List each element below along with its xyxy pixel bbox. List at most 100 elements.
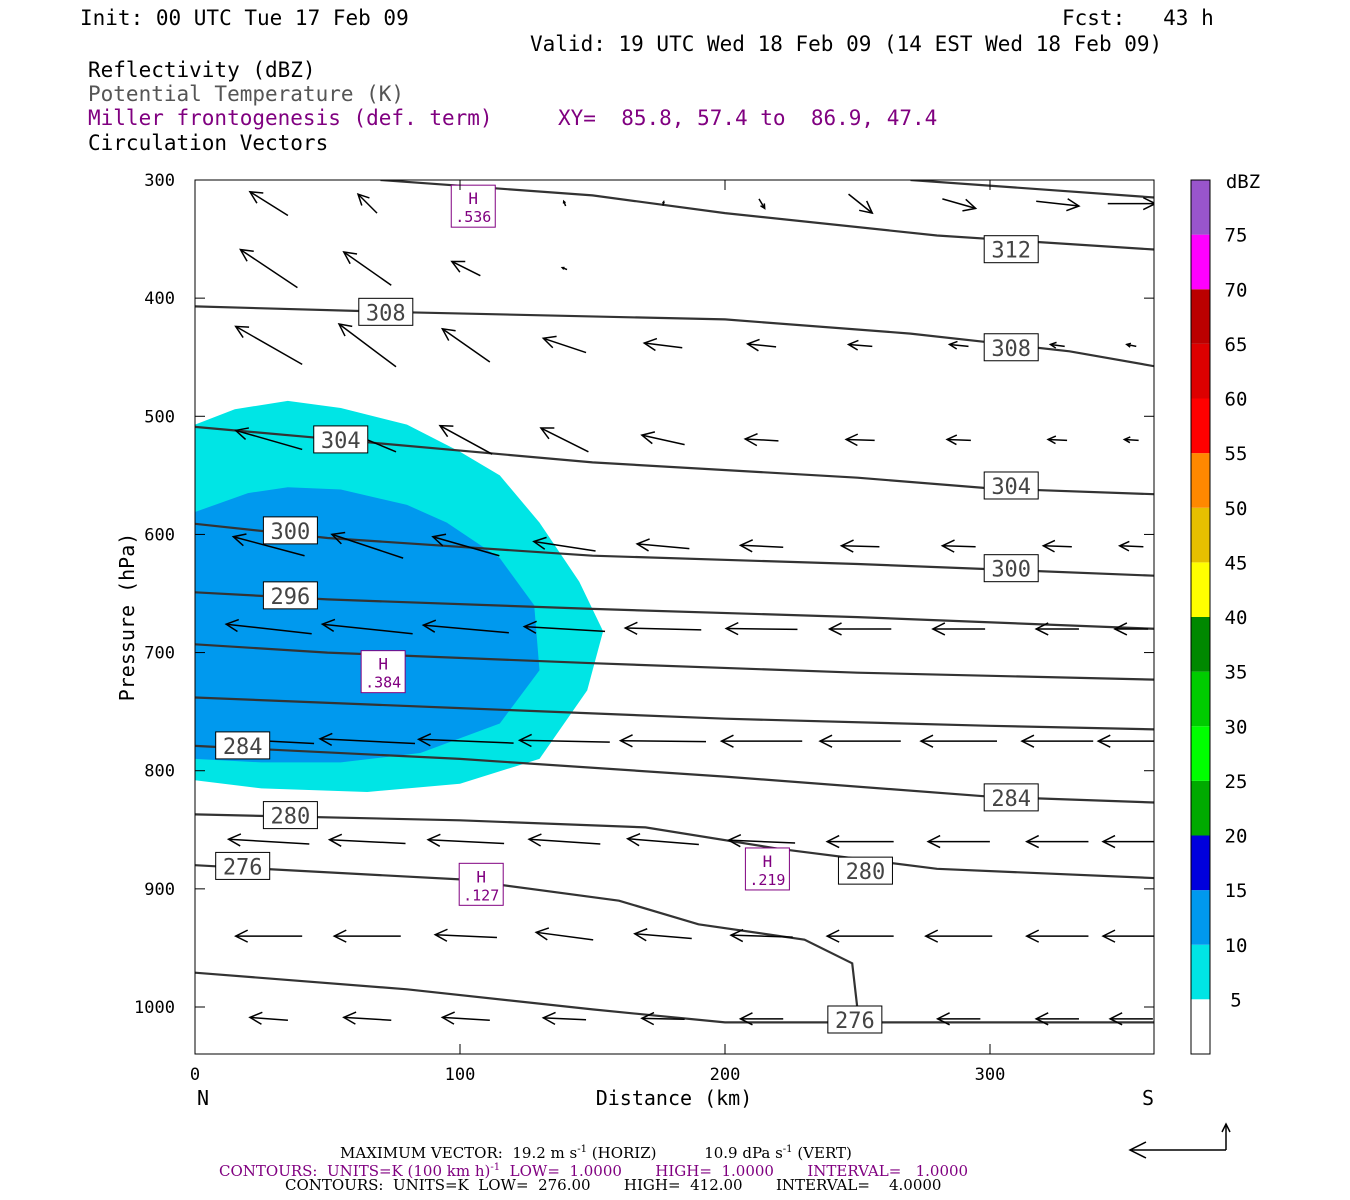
colorbar: 5 10 15 20 25 30 35 40 45 50 55 60 65 70 75 dBZ <box>1190 171 1260 1055</box>
vector-4-8 <box>1041 539 1072 553</box>
vector-2-5 <box>745 338 777 352</box>
vector-4-6 <box>839 539 880 553</box>
vector-5-0 <box>224 618 312 635</box>
vector-9-1 <box>342 1011 392 1025</box>
y-tick-label: 500 <box>144 407 175 427</box>
contour-label-text: 300 <box>271 520 311 545</box>
colorbar-cell-10 <box>1191 890 1210 945</box>
x-axis-label: Distance (km) <box>596 1086 753 1110</box>
theta-contour-288 <box>195 696 1154 731</box>
vector-4-3 <box>532 536 596 552</box>
colorbar-unit: dBZ <box>1226 171 1260 193</box>
contour-labels: 312 308 308 304 304 300 300 296 284 284 280 280 276 2… <box>215 235 1039 1034</box>
theta-contour-284 <box>195 744 1154 804</box>
vector-1-2 <box>450 260 481 277</box>
vector-4-2 <box>431 533 500 557</box>
vector-5-6 <box>827 622 892 636</box>
cross-section-endpoints: XY= 85.8, 57.4 to 86.9, 47.4 <box>558 106 938 130</box>
vector-3-3 <box>539 427 589 453</box>
vector-1-1 <box>342 251 392 286</box>
colorbar-cell-35 <box>1191 617 1210 672</box>
colorbar-label: 65 <box>1225 334 1248 356</box>
forecast-hour: Fcst: 43 h <box>1062 6 1214 30</box>
vector-3-5 <box>743 432 779 447</box>
vector-0-4 <box>662 200 665 206</box>
vector-2-8 <box>1048 341 1065 349</box>
vector-2-2 <box>440 327 491 363</box>
vector-8-8 <box>1025 929 1089 943</box>
vector-5-5 <box>724 621 798 636</box>
colorbar-label: 20 <box>1225 826 1248 848</box>
contour-label-280: 280 <box>262 801 318 830</box>
contour-label-text: 308 <box>991 337 1031 362</box>
vector-3-6 <box>844 433 875 447</box>
valid-time: Valid: 19 UTC Wed 18 Feb 09 (14 EST Wed … <box>530 32 1163 56</box>
y-tick-label: 900 <box>144 880 175 900</box>
colorbar-label: 30 <box>1225 716 1248 738</box>
vector-6-2 <box>416 733 514 747</box>
vector-7-0 <box>226 833 310 847</box>
y-axis-label: Pressure (hPa) <box>115 533 139 702</box>
contour-label-308: 308 <box>358 297 414 326</box>
colorbar-cell-bottom <box>1191 999 1210 1054</box>
vector-0-3 <box>562 199 567 207</box>
x-tick-label: 100 <box>445 1065 476 1085</box>
vector-7-8 <box>1025 834 1089 849</box>
colorbar-frame <box>1190 179 1211 1055</box>
colorbar-cell-75 <box>1191 180 1210 235</box>
vector-4-0 <box>231 533 305 557</box>
y-tick-label: 700 <box>144 644 175 664</box>
contour-label-text: 304 <box>991 475 1031 500</box>
contour-label-text: 300 <box>991 558 1031 583</box>
field-potential-temperature: Potential Temperature (K) <box>88 82 405 106</box>
circulation-vectors <box>222 190 1154 1026</box>
frontogenesis-max: H.536 <box>450 184 496 228</box>
vector-7-6 <box>825 834 894 849</box>
contour-label-304: 304 <box>313 425 369 454</box>
contour-label-304: 304 <box>983 471 1039 500</box>
vector-7-9 <box>1101 834 1154 849</box>
contour-label-text: 276 <box>223 855 263 880</box>
vector-8-1 <box>332 929 401 943</box>
colorbar-label: 55 <box>1225 443 1248 465</box>
colorbar-cell-5 <box>1191 944 1210 1000</box>
vector-6-9 <box>1096 734 1154 748</box>
vector-6-6 <box>818 734 901 748</box>
vector-5-8 <box>1034 622 1079 636</box>
theta-contour-312 <box>910 180 1154 199</box>
colorbar-cell-30 <box>1191 671 1210 727</box>
colorbar-cell-50 <box>1191 453 1210 508</box>
vector-2-4 <box>642 337 683 352</box>
vector-0-7 <box>942 198 978 212</box>
vector-0-8 <box>1036 198 1081 212</box>
vector-7-5 <box>726 834 796 848</box>
field-reflectivity: Reflectivity (dBZ) <box>88 58 316 82</box>
vector-4-9 <box>1117 540 1144 552</box>
field-circulation-vectors: Circulation Vectors <box>88 131 329 155</box>
colorbar-cell-40 <box>1191 562 1210 617</box>
vector-8-4 <box>633 928 692 942</box>
vector-2-7 <box>947 340 969 350</box>
vector-9-7 <box>935 1012 981 1026</box>
vector-8-9 <box>1101 929 1154 943</box>
vector-4-4 <box>635 538 690 552</box>
x-tick-label: 0 <box>190 1065 200 1085</box>
vector-key <box>1128 1122 1231 1159</box>
vector-0-0 <box>248 190 289 217</box>
init-time: Init: 00 UTC Tue 17 Feb 09 <box>80 6 409 30</box>
theta-contour-312 <box>380 180 1154 251</box>
vector-5-9 <box>1113 622 1149 636</box>
contour-label-text: 284 <box>991 787 1031 812</box>
vector-4-7 <box>940 539 976 553</box>
frontogenesis-max: H.127 <box>458 862 504 906</box>
colorbar-cell-60 <box>1191 343 1210 399</box>
contour-label-284: 284 <box>215 731 271 760</box>
south-label: S <box>1142 1086 1154 1110</box>
y-tick-label: 1000 <box>134 998 175 1018</box>
colorbar-label: 10 <box>1225 935 1248 957</box>
max-letter: H <box>476 867 486 886</box>
contour-label-300: 300 <box>983 554 1039 583</box>
north-label: N <box>197 1086 209 1110</box>
contour-label-text: 284 <box>223 735 263 760</box>
colorbar-label: 35 <box>1225 662 1248 684</box>
